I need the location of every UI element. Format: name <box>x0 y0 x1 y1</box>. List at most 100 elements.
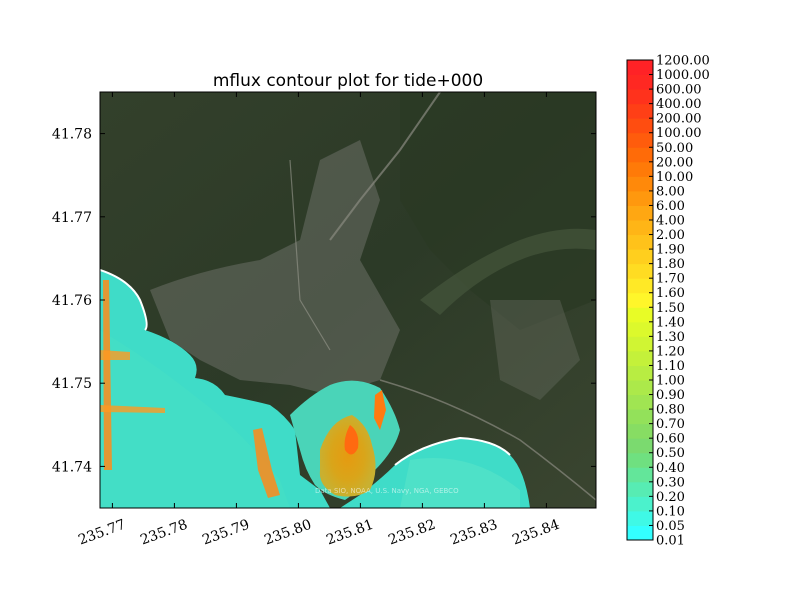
colorbar-segment <box>627 263 653 279</box>
colorbar-segment <box>627 380 653 396</box>
forest-texture <box>400 92 596 330</box>
colorbar-label: 400.00 <box>656 97 702 112</box>
x-tick-label: 235.83 <box>448 517 500 549</box>
colorbar-label: 2.00 <box>656 228 685 243</box>
colorbar-segment <box>627 278 653 294</box>
colorbar <box>627 60 653 541</box>
colorbar-label: 1000.00 <box>656 68 710 83</box>
colorbar-labels: 0.010.050.100.200.300.400.500.600.700.80… <box>649 54 710 549</box>
x-tick-label: 235.80 <box>262 517 314 549</box>
chart-title: mflux contour plot for tide+000 <box>213 71 483 91</box>
colorbar-segment <box>627 249 653 265</box>
west-streak-horizontal <box>100 405 165 413</box>
west-streak-vertical <box>103 280 112 470</box>
colorbar-segment <box>627 132 653 148</box>
colorbar-label: 1.50 <box>656 301 685 316</box>
colorbar-label: 0.30 <box>656 475 685 490</box>
colorbar-segment <box>627 234 653 250</box>
colorbar-label: 0.10 <box>656 504 685 519</box>
west-streak-upper <box>100 350 130 360</box>
shoreline-east <box>394 436 511 466</box>
colorbar-segment <box>627 510 653 526</box>
colorbar-segment <box>627 467 653 483</box>
x-tick-label: 235.79 <box>200 517 252 549</box>
colorbar-label: 0.50 <box>656 446 685 461</box>
town-road <box>289 159 331 351</box>
colorbar-segment <box>627 74 653 90</box>
colorbar-label: 8.00 <box>656 184 685 199</box>
x-tick-label: 235.82 <box>386 517 438 549</box>
colorbar-segment <box>627 161 653 177</box>
y-tick-label: 41.76 <box>52 293 92 309</box>
y-axis: 41.74 41.75 41.76 41.77 41.78 <box>52 127 596 475</box>
colorbar-label: 1.20 <box>656 344 685 359</box>
bay-hotspot-core <box>344 425 359 455</box>
colorbar-label: 50.00 <box>656 141 693 156</box>
highway-road <box>329 92 441 241</box>
channel-hotspot <box>374 390 386 430</box>
colorbar-segment <box>627 190 653 206</box>
colorbar-segment <box>627 452 653 468</box>
x-tick-label: 235.81 <box>324 517 376 549</box>
bay-hotspot <box>319 415 376 497</box>
nearshore-band <box>100 330 290 508</box>
colorbar-segment <box>627 423 653 439</box>
colorbar-label: 100.00 <box>656 126 702 141</box>
colorbar-label: 1.10 <box>656 359 685 374</box>
colorbar-segment <box>627 118 653 134</box>
colorbar-label: 10.00 <box>656 170 693 185</box>
colorbar-segment <box>627 292 653 308</box>
colorbar-segment <box>627 350 653 366</box>
urban-area <box>150 140 400 395</box>
colorbar-label: 0.90 <box>656 388 685 403</box>
colorbar-label: 600.00 <box>656 83 702 98</box>
colorbar-label: 0.05 <box>656 519 685 534</box>
colorbar-label: 0.60 <box>656 432 685 447</box>
colorbar-segment <box>627 336 653 352</box>
colorbar-segment <box>627 365 653 381</box>
colorbar-label: 0.40 <box>656 461 685 476</box>
colorbar-label: 0.01 <box>656 534 685 549</box>
colorbar-label: 0.20 <box>656 490 685 505</box>
colorbar-segment <box>627 394 653 410</box>
plot-area: Data SIO, NOAA, U.S. Navy, NGA, GEBCO <box>100 92 596 508</box>
colorbar-segment <box>627 481 653 497</box>
colorbar-label: 1.30 <box>656 330 685 345</box>
jetty-streak <box>253 428 280 498</box>
colorbar-segment <box>627 525 653 541</box>
colorbar-label: 20.00 <box>656 155 693 170</box>
colorbar-label: 0.80 <box>656 403 685 418</box>
colorbar-label: 1.80 <box>656 257 685 272</box>
offshore-band <box>400 458 520 508</box>
colorbar-label: 6.00 <box>656 199 685 214</box>
colorbar-segment <box>627 205 653 221</box>
y-tick-label: 41.77 <box>52 210 92 226</box>
colorbar-segment <box>627 176 653 192</box>
colorbar-segment <box>627 103 653 119</box>
colorbar-segment <box>627 60 653 76</box>
colorbar-label: 1.70 <box>656 272 685 287</box>
colorbar-segment <box>627 89 653 105</box>
colorbar-label: 1.40 <box>656 315 685 330</box>
map-attribution: Data SIO, NOAA, U.S. Navy, NGA, GEBCO <box>315 487 459 495</box>
y-tick-label: 41.74 <box>52 459 92 475</box>
colorbar-segment <box>627 147 653 163</box>
colorbar-segment <box>627 496 653 512</box>
y-tick-label: 41.75 <box>52 376 92 392</box>
x-tick-label: 235.78 <box>138 517 190 549</box>
river-valley <box>420 228 596 315</box>
x-tick-label: 235.77 <box>76 517 128 549</box>
x-tick-label: 235.84 <box>510 517 562 549</box>
colorbar-segment <box>627 409 653 425</box>
colorbar-segment <box>627 220 653 236</box>
colorbar-label: 4.00 <box>656 214 685 229</box>
colorbar-segment <box>627 438 653 454</box>
colorbar-label: 0.70 <box>656 417 685 432</box>
shoreline-west <box>100 269 148 331</box>
colorbar-label: 1200.00 <box>656 54 710 69</box>
urban-east <box>490 300 580 400</box>
y-tick-label: 41.78 <box>52 127 92 143</box>
colorbar-label: 1.00 <box>656 374 685 389</box>
coastal-road <box>379 379 596 501</box>
